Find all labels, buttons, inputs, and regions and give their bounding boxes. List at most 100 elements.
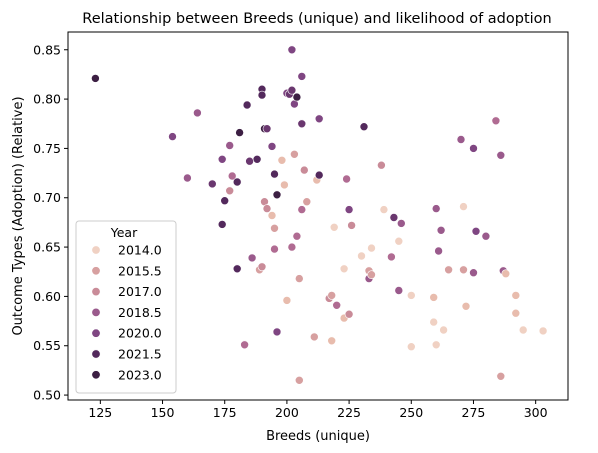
scatter-point bbox=[258, 91, 266, 99]
scatter-point bbox=[169, 133, 177, 141]
y-tick-label: 0.50 bbox=[33, 388, 61, 403]
scatter-point bbox=[380, 206, 388, 214]
scatter-point bbox=[246, 157, 254, 165]
scatter-point bbox=[539, 327, 547, 335]
y-tick-label: 0.80 bbox=[33, 92, 61, 107]
x-tick-label: 125 bbox=[88, 405, 112, 420]
scatter-point bbox=[328, 337, 336, 345]
scatter-point bbox=[343, 175, 351, 183]
scatter-point bbox=[298, 120, 306, 128]
y-tick-label: 0.60 bbox=[33, 289, 61, 304]
legend: Year 2014.0 2015.5 2017.0 2018.5 2020.0 2021.5… bbox=[76, 221, 176, 393]
x-axis: 125 150 175 200 225 250 275 300 bbox=[88, 400, 547, 420]
scatter-point bbox=[407, 291, 415, 299]
legend-marker bbox=[92, 308, 100, 316]
scatter-point bbox=[271, 170, 279, 178]
scatter-point bbox=[218, 220, 226, 228]
scatter-point bbox=[233, 178, 241, 186]
scatter-point bbox=[497, 151, 505, 159]
scatter-point bbox=[248, 254, 256, 262]
scatter-point bbox=[345, 310, 353, 318]
scatter-point bbox=[268, 212, 276, 220]
scatter-point bbox=[430, 293, 438, 301]
scatter-point bbox=[288, 243, 296, 251]
scatter-point bbox=[462, 302, 470, 310]
scatter-point bbox=[236, 129, 244, 137]
x-tick-label: 175 bbox=[213, 405, 237, 420]
y-tick-label: 0.75 bbox=[33, 141, 61, 156]
scatter-point bbox=[432, 341, 440, 349]
scatter-point bbox=[457, 136, 465, 144]
legend-marker bbox=[92, 246, 100, 254]
scatter-point bbox=[273, 328, 281, 336]
legend-entry-label: 2015.5 bbox=[118, 263, 162, 278]
y-tick-label: 0.70 bbox=[33, 190, 61, 205]
scatter-point bbox=[377, 161, 385, 169]
y-axis: 0.500.550.600.650.700.750.800.85 bbox=[33, 42, 68, 402]
scatter-point bbox=[440, 326, 448, 334]
legend-entry-label: 2020.0 bbox=[118, 326, 162, 341]
scatter-point bbox=[482, 232, 490, 240]
scatter-point bbox=[183, 174, 191, 182]
scatter-point bbox=[293, 93, 301, 101]
scatter-point bbox=[91, 74, 99, 82]
scatter-point bbox=[430, 318, 438, 326]
scatter-point bbox=[395, 287, 403, 295]
x-tick-label: 250 bbox=[399, 405, 423, 420]
scatter-point bbox=[397, 219, 405, 227]
scatter-point bbox=[278, 156, 286, 164]
scatter-point bbox=[226, 142, 234, 150]
scatter-point bbox=[253, 155, 261, 163]
scatter-point bbox=[512, 309, 520, 317]
legend-marker bbox=[92, 267, 100, 275]
scatter-point bbox=[218, 155, 226, 163]
scatter-point bbox=[368, 244, 376, 252]
scatter-point bbox=[435, 247, 443, 255]
x-axis-label: Breeds (unique) bbox=[266, 429, 370, 444]
scatter-point bbox=[233, 265, 241, 273]
legend-entry-label: 2017.0 bbox=[118, 284, 162, 299]
scatter-point bbox=[470, 269, 478, 277]
scatter-point bbox=[340, 265, 348, 273]
scatter-point bbox=[333, 301, 341, 309]
y-axis-label: Outcome Types (Adoption) (Relative) bbox=[11, 96, 26, 335]
scatter-point bbox=[273, 191, 281, 199]
scatter-point bbox=[445, 266, 453, 274]
x-tick-label: 225 bbox=[337, 405, 361, 420]
legend-marker bbox=[92, 287, 100, 295]
scatter-point bbox=[303, 198, 311, 206]
scatter-point bbox=[295, 275, 303, 283]
scatter-point bbox=[290, 150, 298, 158]
scatter-point bbox=[348, 221, 356, 229]
scatter-point bbox=[470, 144, 478, 152]
scatter-point bbox=[512, 291, 520, 299]
scatter-point bbox=[268, 142, 276, 150]
scatter-point bbox=[293, 232, 301, 240]
scatter-point bbox=[432, 205, 440, 213]
legend-entry-label: 2014.0 bbox=[118, 243, 162, 258]
scatter-point bbox=[295, 376, 303, 384]
scatter-point bbox=[330, 223, 338, 231]
scatter-point bbox=[460, 266, 468, 274]
scatter-point bbox=[310, 333, 318, 341]
scatter-point bbox=[437, 226, 445, 234]
legend-entry-label: 2023.0 bbox=[118, 367, 162, 382]
y-tick-label: 0.65 bbox=[33, 240, 61, 255]
scatter-point bbox=[241, 341, 249, 349]
scatter-point bbox=[283, 296, 291, 304]
chart-title: Relationship between Breeds (unique) and… bbox=[82, 11, 551, 27]
scatter-point bbox=[360, 123, 368, 131]
scatter-point bbox=[258, 263, 266, 271]
scatter-point bbox=[271, 224, 279, 232]
scatter-point bbox=[345, 206, 353, 214]
x-tick-label: 150 bbox=[151, 405, 175, 420]
scatter-point bbox=[315, 171, 323, 179]
scatter-point bbox=[497, 372, 505, 380]
x-tick-label: 200 bbox=[275, 405, 299, 420]
scatter-point bbox=[407, 343, 415, 351]
scatter-point bbox=[288, 46, 296, 54]
x-tick-label: 275 bbox=[462, 405, 486, 420]
legend-marker bbox=[92, 329, 100, 337]
